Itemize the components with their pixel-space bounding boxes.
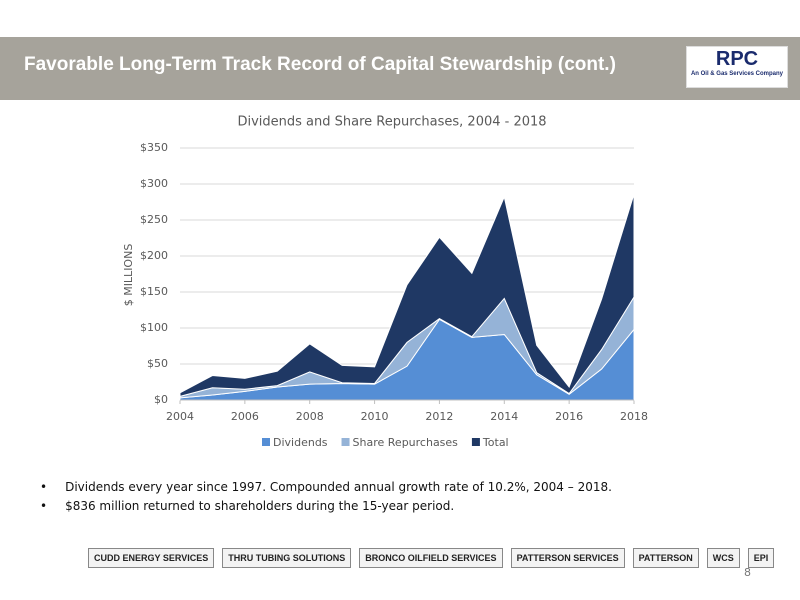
header-band: [0, 37, 800, 100]
x-tick-label: 2016: [555, 410, 583, 423]
legend-swatch: [471, 438, 480, 446]
partner-logo: PATTERSON SERVICES: [510, 548, 625, 568]
legend-swatch: [341, 438, 350, 446]
bullet: Dividends every year since 1997. Compoun…: [40, 480, 612, 494]
bullet: $836 million returned to shareholders du…: [40, 499, 612, 513]
logo-text: RPC: [715, 48, 759, 70]
x-tick-label: 2018: [620, 410, 648, 423]
y-tick-label: $350: [140, 141, 168, 154]
x-tick-label: 2006: [231, 410, 259, 423]
x-tick-label: 2008: [296, 410, 324, 423]
slide-title: Favorable Long-Term Track Record of Capi…: [24, 54, 616, 75]
x-tick-label: 2004: [166, 410, 194, 423]
area-2: [179, 193, 635, 398]
x-tick-label: 2010: [361, 410, 389, 423]
y-tick-label: $50: [147, 357, 168, 370]
partner-logo: THRU TUBING SOLUTIONS: [222, 548, 352, 568]
bullet-list: Dividends every year since 1997. Compoun…: [40, 480, 612, 518]
partner-logo: CUDD ENERGY SERVICES: [88, 548, 215, 568]
partner-logo: BRONCO OILFIELD SERVICES: [359, 548, 503, 568]
company-logo: RPC An Oil & Gas Services Company: [686, 46, 788, 88]
legend-label: Share Repurchases: [353, 436, 459, 449]
partner-logo: EPI: [747, 548, 775, 568]
y-axis-label: $ MILLIONS: [122, 244, 135, 307]
logo-tagline: An Oil & Gas Services Company: [690, 71, 784, 77]
y-tick-label: $100: [140, 321, 168, 334]
y-tick-label: $200: [140, 249, 168, 262]
page-number: 8: [744, 566, 751, 579]
y-tick-label: $250: [140, 213, 168, 226]
y-tick-label: $300: [140, 177, 168, 190]
y-tick-label: $0: [154, 393, 168, 406]
x-tick-label: 2012: [425, 410, 453, 423]
chart: Dividends and Share Repurchases, 2004 - …: [122, 115, 648, 450]
partner-logo: PATTERSON: [632, 548, 699, 568]
chart-title: Dividends and Share Repurchases, 2004 - …: [237, 115, 546, 130]
legend-label: Dividends: [273, 436, 328, 449]
x-tick-label: 2014: [490, 410, 518, 423]
y-tick-label: $150: [140, 285, 168, 298]
legend-swatch: [262, 438, 270, 446]
legend-label: Total: [482, 436, 509, 449]
partner-logo: WCS: [706, 548, 740, 568]
logo-row: CUDD ENERGY SERVICES THRU TUBING SOLUTION…: [88, 548, 775, 568]
